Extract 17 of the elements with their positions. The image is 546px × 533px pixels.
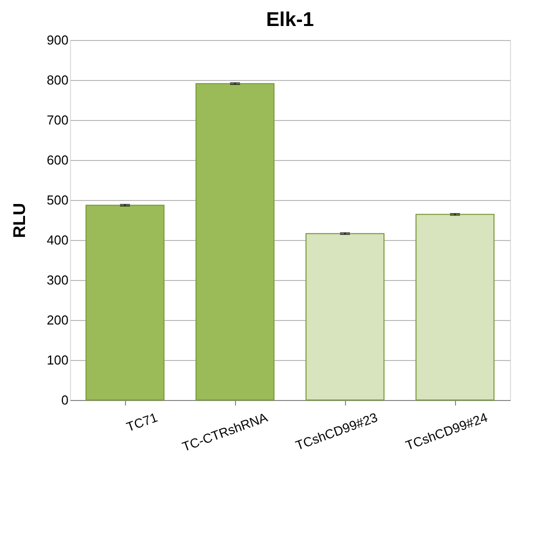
y-tick-label: 500 <box>46 192 68 208</box>
x-tick-label: TC71 <box>124 410 160 435</box>
y-tick-label: 200 <box>46 312 68 328</box>
y-tick-label: 100 <box>46 352 68 368</box>
y-axis-title: RLU <box>10 203 29 238</box>
bar <box>86 204 164 400</box>
y-tick-label: 300 <box>46 272 68 288</box>
y-tick-label: 900 <box>46 32 68 48</box>
y-tick-label: 700 <box>46 112 68 128</box>
y-tick-label: 800 <box>46 72 68 88</box>
bar <box>416 214 494 400</box>
chart-title: Elk-1 <box>266 9 314 31</box>
y-tick-label: 0 <box>61 392 68 408</box>
y-tick-label: 400 <box>46 232 68 248</box>
bar <box>306 233 384 400</box>
y-tick-label: 600 <box>46 152 68 168</box>
bar <box>196 83 274 400</box>
